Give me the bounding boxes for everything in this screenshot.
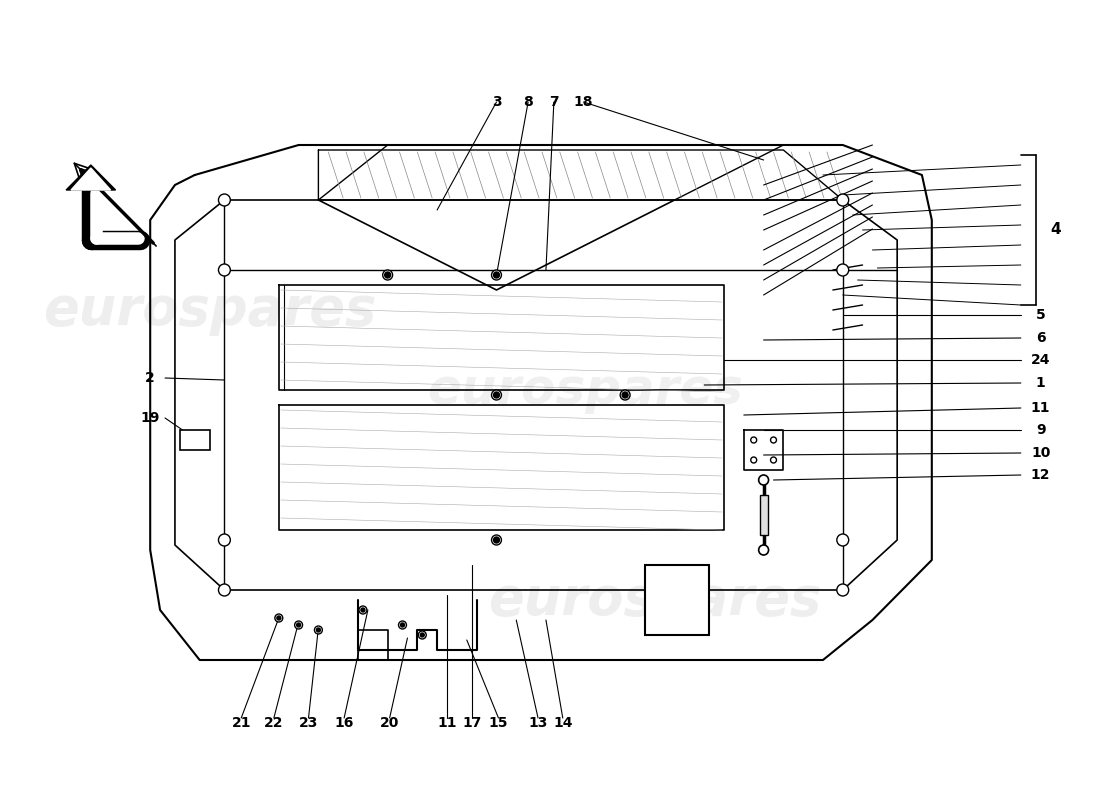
Text: eurospares: eurospares <box>428 366 744 414</box>
Text: 19: 19 <box>141 411 160 425</box>
Text: 21: 21 <box>231 716 251 730</box>
Circle shape <box>623 392 628 398</box>
Circle shape <box>494 392 499 398</box>
Text: eurospares: eurospares <box>43 284 376 336</box>
Circle shape <box>837 584 849 596</box>
Text: 2: 2 <box>145 371 155 385</box>
Circle shape <box>317 628 320 632</box>
Circle shape <box>277 616 280 620</box>
Text: 1: 1 <box>1036 376 1045 390</box>
Text: 24: 24 <box>1031 353 1050 367</box>
Circle shape <box>219 264 230 276</box>
Polygon shape <box>66 165 116 190</box>
Text: 14: 14 <box>553 716 572 730</box>
Circle shape <box>383 270 393 280</box>
Text: 20: 20 <box>379 716 399 730</box>
Text: 7: 7 <box>549 95 559 109</box>
Bar <box>180 430 210 450</box>
Text: 11: 11 <box>438 716 456 730</box>
Circle shape <box>770 437 777 443</box>
Circle shape <box>759 475 769 485</box>
Text: 22: 22 <box>264 716 284 730</box>
Circle shape <box>492 390 502 400</box>
Circle shape <box>400 623 405 627</box>
Circle shape <box>751 457 757 463</box>
Text: 18: 18 <box>574 95 593 109</box>
Circle shape <box>385 272 390 278</box>
Circle shape <box>759 545 769 555</box>
Circle shape <box>315 626 322 634</box>
Circle shape <box>361 608 365 612</box>
Text: 3: 3 <box>492 95 502 109</box>
Text: 15: 15 <box>488 716 508 730</box>
Circle shape <box>492 270 502 280</box>
Text: 5: 5 <box>1036 308 1045 322</box>
Circle shape <box>219 534 230 546</box>
Text: eurospares: eurospares <box>488 574 822 626</box>
Circle shape <box>494 272 499 278</box>
Circle shape <box>219 194 230 206</box>
Text: 9: 9 <box>1036 423 1045 437</box>
Circle shape <box>492 535 502 545</box>
Polygon shape <box>72 168 111 190</box>
Circle shape <box>420 633 425 637</box>
Bar <box>645 565 710 635</box>
Text: 10: 10 <box>1031 446 1050 460</box>
Circle shape <box>359 606 367 614</box>
Circle shape <box>620 390 630 400</box>
Circle shape <box>219 584 230 596</box>
Text: 8: 8 <box>524 95 534 109</box>
Circle shape <box>494 537 499 543</box>
Circle shape <box>418 631 426 639</box>
Text: 12: 12 <box>1031 468 1050 482</box>
Circle shape <box>770 457 777 463</box>
Circle shape <box>837 534 849 546</box>
Circle shape <box>751 437 757 443</box>
Circle shape <box>398 621 406 629</box>
Text: 13: 13 <box>528 716 548 730</box>
Circle shape <box>295 621 302 629</box>
Text: 17: 17 <box>462 716 482 730</box>
Text: 4: 4 <box>1050 222 1060 238</box>
Bar <box>760 495 768 535</box>
Circle shape <box>275 614 283 622</box>
Text: 16: 16 <box>334 716 354 730</box>
Text: 6: 6 <box>1036 331 1045 345</box>
Circle shape <box>837 264 849 276</box>
Text: 23: 23 <box>299 716 318 730</box>
Circle shape <box>837 194 849 206</box>
Text: 11: 11 <box>1031 401 1050 415</box>
Circle shape <box>297 623 300 627</box>
